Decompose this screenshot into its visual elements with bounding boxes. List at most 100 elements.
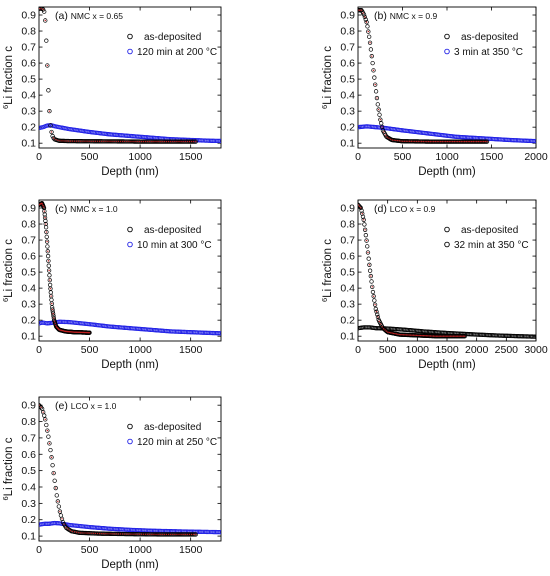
data-point-core (188, 533, 191, 536)
data-point-core (113, 533, 115, 535)
data-point (47, 108, 52, 114)
y-tick-label: 0.9 (21, 203, 36, 215)
data-point-core (42, 411, 44, 413)
data-point-core (142, 533, 145, 535)
data-point-core (92, 140, 95, 142)
data-point (366, 256, 371, 261)
data-area (358, 8, 536, 144)
y-tick-label: 0.4 (21, 283, 36, 295)
data-point-core (151, 140, 153, 143)
y-tick-label: 0.7 (340, 235, 355, 247)
data-point-core (425, 335, 428, 337)
data-point-core (457, 140, 459, 143)
data-point-core (388, 137, 390, 139)
data-point-core (447, 335, 449, 337)
data-point-core (424, 335, 426, 337)
data-point (363, 233, 368, 238)
data-point (217, 529, 221, 535)
chart-panel-d: 0 500 1000 1500 2000 2500 3000 0.1 0.2 0.3 0.4 0.5 0… (320, 199, 548, 371)
data-point-core (195, 140, 197, 143)
data-point-core (184, 533, 186, 536)
data-point-core (360, 9, 363, 11)
y-tick-label: 0.7 (340, 42, 355, 54)
data-point-core (190, 140, 193, 143)
data-point-core (42, 204, 44, 207)
data-point-core (67, 528, 69, 530)
data-point-core (484, 140, 487, 143)
data-point (48, 290, 53, 295)
data-point-core (128, 533, 130, 535)
data-point-core (130, 533, 132, 535)
data-point-core (188, 140, 191, 143)
chart-panel-b: 0 500 1000 1500 2000 0.1 0.2 0.3 0.4 0.5 0.6 0.7 0.8… (320, 6, 548, 178)
data-point (372, 298, 377, 303)
data-point-core (126, 140, 128, 143)
data-point (373, 306, 378, 312)
y-axis-label-main: Li fraction c (3, 239, 15, 298)
data-point-core (470, 140, 473, 143)
y-tick-label: 0.9 (340, 10, 355, 22)
data-point-core (138, 140, 141, 143)
data-point-core (123, 140, 126, 143)
data-point (218, 138, 221, 144)
data-point (218, 331, 221, 336)
y-tick-label: 0.6 (340, 251, 355, 263)
series-as-deposited (358, 202, 467, 339)
y-tick-label: 0.2 (21, 122, 36, 134)
y-tick-label: 0.2 (21, 315, 36, 327)
data-point-core (134, 533, 136, 535)
data-point-core (153, 140, 155, 143)
data-point-core (422, 334, 425, 337)
data-point-core (358, 205, 361, 208)
data-point-core (195, 533, 197, 536)
y-tick-label: 0.6 (21, 251, 36, 263)
data-point-core (78, 531, 80, 534)
panel-composition: x = 1.0 (92, 204, 118, 214)
data-point-core (384, 329, 386, 331)
data-point-core (398, 140, 400, 142)
panel-label: (d) LCO x = 0.9 (374, 203, 436, 215)
x-tick-label: 1000 (128, 544, 152, 556)
data-point-core (436, 140, 438, 143)
data-point-core (59, 510, 61, 513)
data-point-core (126, 533, 128, 535)
x-tick-label: 3000 (524, 344, 548, 356)
data-point-core (455, 140, 457, 143)
data-point (364, 238, 369, 243)
data-point-core (43, 206, 45, 208)
data-point-core (78, 140, 80, 142)
data-point-core (98, 532, 101, 535)
legend-label: 3 min at 350 °C (454, 47, 523, 58)
data-point-core (429, 335, 432, 337)
data-point (42, 9, 47, 14)
data-point (362, 222, 367, 227)
data-point-core (446, 140, 449, 143)
data-point-core (412, 140, 414, 143)
data-point-core (115, 140, 118, 143)
data-point-core (417, 140, 419, 143)
data-point-core (414, 334, 416, 336)
data-point-core (461, 335, 463, 337)
data-point-core (90, 532, 92, 534)
data-point (363, 17, 368, 22)
data-point-core (75, 531, 78, 533)
data-point (43, 218, 48, 223)
data-point-core (73, 531, 76, 533)
data-point-core (54, 322, 56, 325)
data-point-core (452, 335, 455, 337)
data-point-core (71, 530, 74, 533)
data-point (367, 40, 373, 45)
legend-marker (127, 33, 133, 40)
panel-letter: (e) (55, 400, 71, 412)
data-point-core (50, 131, 53, 133)
data-point-core (402, 140, 404, 142)
data-point-core (50, 456, 53, 459)
data-point-core (84, 532, 86, 534)
x-tick-label: 2000 (465, 344, 489, 356)
data-point-core (441, 140, 444, 143)
data-point (46, 88, 51, 93)
plot-frame (38, 199, 222, 342)
data-point-core (51, 302, 53, 305)
data-point-core (111, 533, 113, 535)
data-point-core (180, 140, 182, 143)
